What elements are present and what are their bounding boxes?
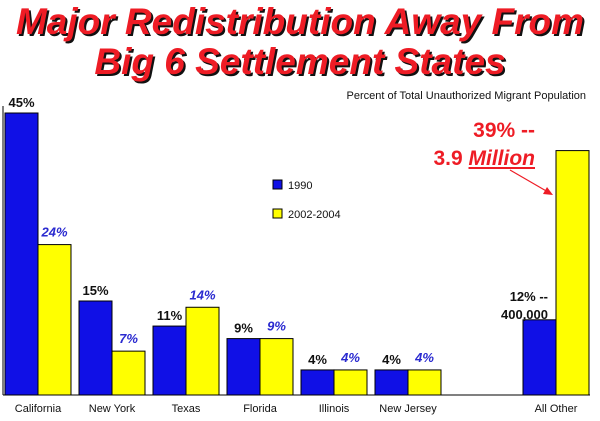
chart-subtitle: Percent of Total Unauthorized Migrant Po…	[346, 90, 587, 102]
all-other-callout: 39% -- 3.9 Million	[405, 117, 535, 173]
legend-label-1990: 1990	[288, 180, 312, 192]
data-label-2002-new-york: 7%	[119, 331, 138, 346]
callout-arrow-line	[509, 169, 549, 193]
x-tick-label-new-york: New York	[89, 403, 136, 415]
data-label-2002-florida: 9%	[267, 319, 286, 334]
data-label-1990-new-york: 15%	[82, 283, 108, 298]
data-label-2002-texas: 14%	[189, 287, 215, 302]
bar-1990-illinois	[300, 369, 335, 396]
callout-arrowhead	[543, 187, 553, 195]
annotation-line-2: 400,000	[501, 307, 548, 322]
x-tick-label-new-jersey: New Jersey	[379, 403, 437, 415]
callout-amount: 3.9	[433, 147, 469, 170]
x-tick-label-california: California	[15, 403, 62, 415]
legend-swatch-2002	[272, 208, 283, 219]
callout-unit: Million	[468, 147, 536, 170]
bar-2002-florida	[259, 338, 294, 396]
bar-1990-all-other	[522, 319, 557, 396]
data-label-1990-florida: 9%	[234, 321, 253, 336]
bar-2002-texas	[185, 306, 220, 396]
data-label-2002-california: 24%	[40, 225, 67, 240]
title-line-1: Major Redistribution Away From	[15, 1, 585, 42]
x-tick-label-all-other: All Other	[535, 403, 578, 415]
bar-1990-california	[4, 112, 39, 396]
bar-2002-all-other	[555, 150, 590, 396]
data-label-1990-illinois: 4%	[308, 352, 327, 367]
bar-2002-new-york	[111, 350, 146, 396]
data-label-1990-texas: 11%	[157, 308, 183, 323]
bar-2002-new-jersey	[407, 369, 442, 396]
bar-1990-new-york	[78, 300, 113, 396]
data-label-1990-california: 45%	[8, 95, 34, 110]
data-label-1990-new-jersey: 4%	[382, 352, 401, 367]
callout-line-1: 39% --	[473, 119, 535, 142]
legend-swatch-1990	[272, 179, 283, 190]
data-label-2002-illinois: 4%	[340, 350, 360, 365]
title-line-2: Big 6 Settlement States	[94, 41, 506, 82]
annotation-line-1: 12% --	[509, 289, 548, 304]
data-label-2002-new-jersey: 4%	[414, 350, 434, 365]
bar-1990-texas	[152, 325, 187, 396]
all-other-annotation: 12% -- 400,000	[470, 288, 548, 324]
legend-label-2002: 2002-2004	[288, 209, 341, 221]
x-tick-label-illinois: Illinois	[319, 403, 350, 415]
bar-1990-florida	[226, 338, 261, 396]
x-tick-label-florida: Florida	[243, 403, 278, 415]
callout-line-2: 3.9 Million	[405, 145, 535, 173]
x-tick-label-texas: Texas	[172, 403, 201, 415]
bar-1990-new-jersey	[374, 369, 409, 396]
bar-2002-illinois	[333, 369, 368, 396]
bar-2002-california	[37, 244, 72, 396]
